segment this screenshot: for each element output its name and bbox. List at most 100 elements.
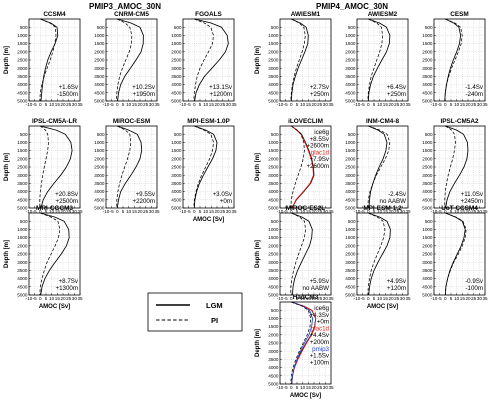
y-axis-label: Depth [m] [255,240,261,268]
y-tick-label: 1000 [94,140,105,145]
y-tick-label: 4000 [171,82,182,87]
y-tick-label: 500 [20,132,28,137]
x-tick-label: 15 [209,209,215,214]
x-tick-label: -10 [277,102,284,107]
x-tick-label: 10 [203,209,209,214]
x-tick-label: 5 [122,102,125,107]
y-tick-label: 1000 [17,227,28,232]
y-tick-label: 4000 [94,189,105,194]
y-tick-label: 500 [271,308,279,313]
x-tick-label: 5 [373,296,376,301]
y-tick-label: 4500 [345,284,356,289]
x-tick-label: -5 [361,296,366,301]
grid [434,213,485,295]
x-tick-label: 15 [132,209,138,214]
y-tick-label: 3000 [268,173,279,178]
x-tick-label: 15 [383,209,389,214]
x-tick-label: 15 [55,296,61,301]
panel-annotation: +250m [387,91,406,98]
x-tick-label: 20 [137,209,143,214]
x-tick-label: -10 [180,102,187,107]
panel-title: FGOALS [195,11,222,18]
panel-annotation: +250m [310,91,329,98]
x-tick-label: 10 [49,209,55,214]
pmip4-section-title: PMIP4_AMOC_30N [316,2,388,11]
x-tick-label: 15 [55,102,61,107]
y-axis-label: Depth [m] [4,153,10,181]
y-tick-label: 2000 [171,156,182,161]
x-tick-label: 25 [394,102,400,107]
y-tick-label: 2500 [268,165,279,170]
series-line-pi [39,18,57,102]
panel-annotation: +0m [220,198,232,205]
y-tick-label: 2000 [94,156,105,161]
y-tick-label: 4000 [268,365,279,370]
y-tick-label: 1500 [171,148,182,153]
panel-grid: CCSM450010001500200025003000350040004500… [4,11,488,399]
panel-miroc-es2l: MIROC-ES2L500100015002000250030003500400… [255,205,334,301]
y-axis-label: Depth [m] [4,46,10,74]
panel-annotation: -240m [465,91,483,98]
x-tick-label: 0 [367,102,370,107]
series-line-pi [367,125,391,209]
panel-annotation: +20.8Sv [55,191,79,198]
x-tick-label: -5 [284,385,289,390]
y-tick-label: 3000 [422,173,433,178]
x-tick-label: 30 [400,296,406,301]
panel-annotation: +4.3Sv [310,312,330,319]
series-line-lgm [193,125,218,209]
y-tick-label: 1000 [268,227,279,232]
x-tick-label: 35 [405,296,411,301]
y-tick-label: 2500 [345,252,356,257]
x-tick-label: -5 [33,209,38,214]
x-tick-label: 0 [290,385,293,390]
y-tick-label: 2500 [171,165,182,170]
y-tick-label: 3500 [94,74,105,79]
x-tick-label: 20 [137,102,143,107]
x-tick-label: -5 [284,102,289,107]
series-line-pi [444,212,467,296]
panel-annotation: +200m [310,339,329,346]
y-tick-label: 2000 [17,243,28,248]
x-tick-label: 35 [482,102,488,107]
panel-title: UoT-CCSM4 [441,205,478,212]
grid [280,302,331,384]
series-line-pi [444,18,463,102]
legend: LGM PI [147,292,243,332]
x-tick-label: 35 [405,102,411,107]
x-tick-label: 0 [367,209,370,214]
x-tick-label: 5 [199,209,202,214]
x-tick-label: 15 [383,296,389,301]
series-line-pmip3 [291,301,313,385]
panel-title: CNRM-CM5 [114,11,149,18]
y-tick-label: 500 [97,132,105,137]
y-tick-label: 3000 [171,66,182,71]
y-tick-label: 2000 [268,243,279,248]
y-tick-label: 3500 [345,268,356,273]
panel-title: IPSL-CM5A2 [441,118,479,125]
y-tick-label: 3500 [422,181,433,186]
x-tick-label: 15 [306,209,312,214]
x-tick-label: 35 [328,102,334,107]
x-tick-label: 15 [132,102,138,107]
x-tick-label: 5 [450,209,453,214]
grid [280,126,331,208]
x-tick-label: 30 [149,102,155,107]
y-tick-label: 500 [271,219,279,224]
y-tick-label: 2500 [94,58,105,63]
x-tick-label: -10 [26,296,33,301]
panel-ipsl-cm5a-lr: IPSL-CM5A-LR 500 1000 1500 2000 2500 3000 3500 4… [4,118,83,214]
panel-annotation: ice6g [314,305,329,312]
panel-title: CCSM4 [43,11,66,18]
y-tick-label: 5000 [94,206,105,211]
y-tick-label: 3500 [422,268,433,273]
y-tick-label: 1000 [422,140,433,145]
series-line-lgm [194,18,229,102]
y-tick-label: 2500 [268,252,279,257]
y-tick-label: 4000 [17,276,28,281]
series-line-lgm [367,18,391,102]
y-tick-label: 4000 [94,82,105,87]
x-tick-label: 35 [231,209,237,214]
series-line-lgm [445,125,469,209]
